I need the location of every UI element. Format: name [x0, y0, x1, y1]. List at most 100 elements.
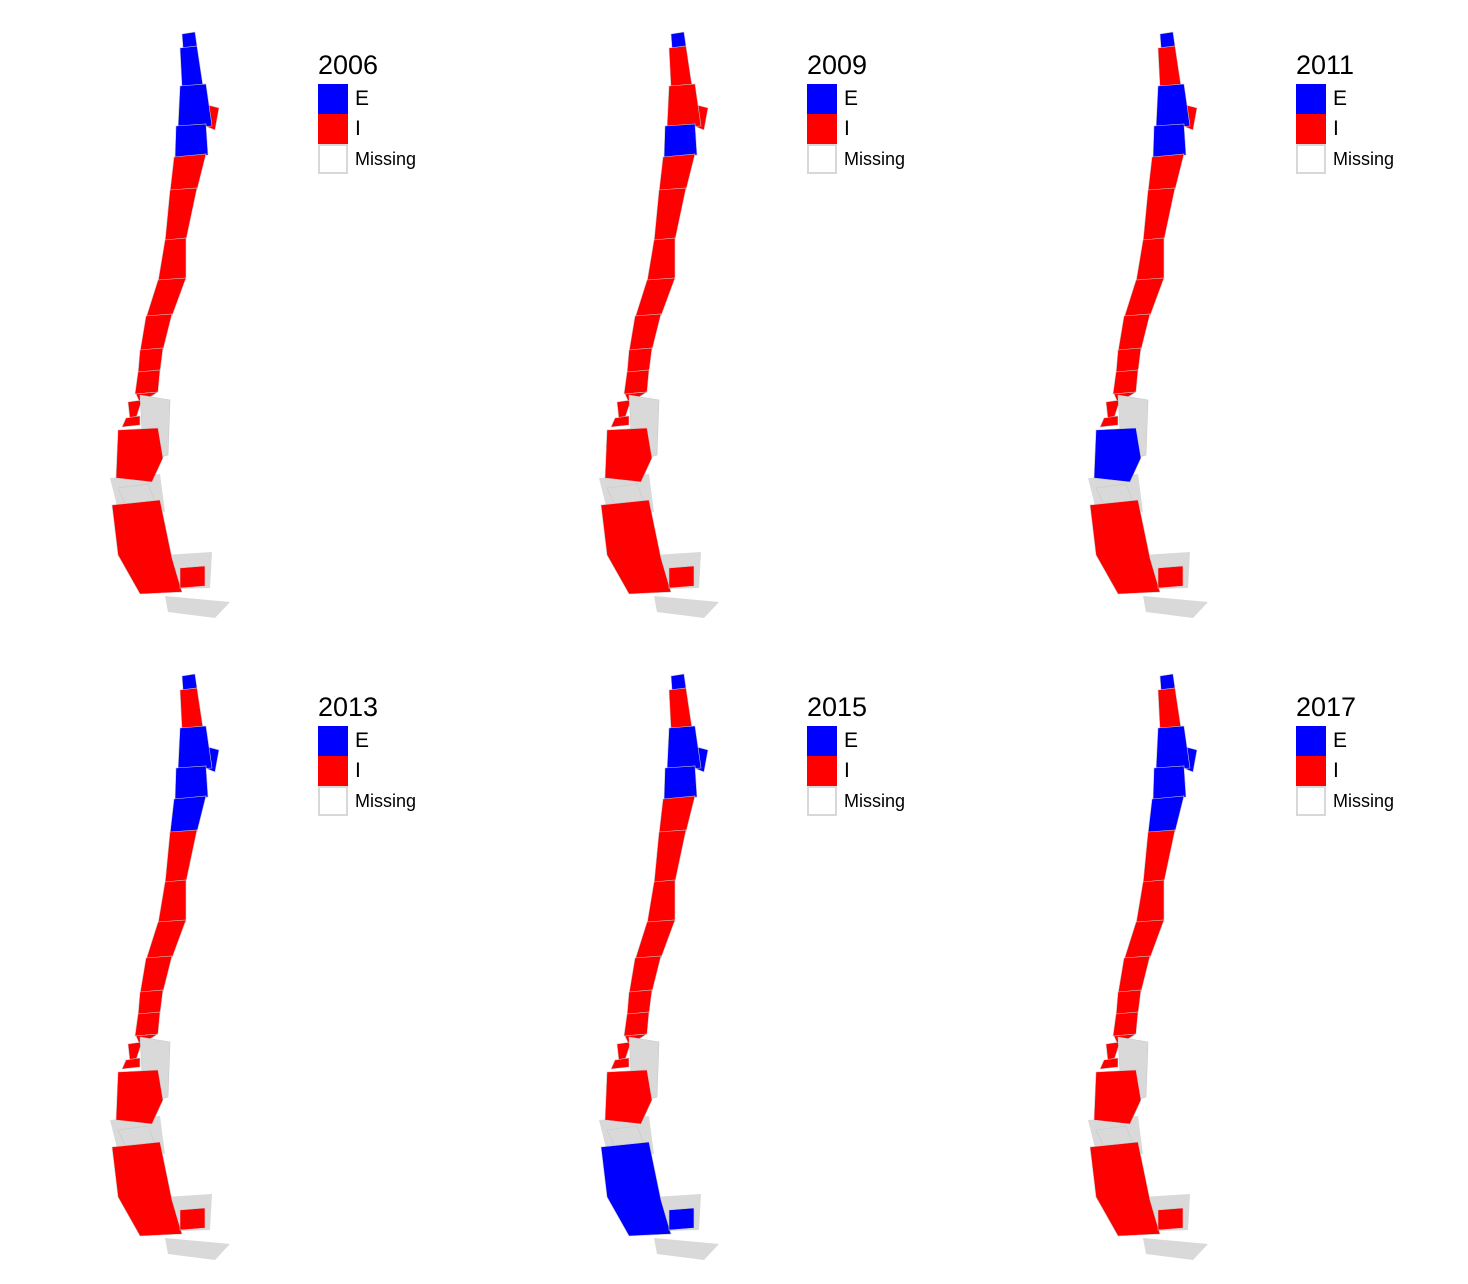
map-region-3 [666, 725, 702, 771]
map-region-14 [610, 415, 630, 428]
legend-label: E [844, 729, 859, 752]
map-region-3 [1155, 725, 1191, 771]
map-region-8 [1123, 919, 1165, 961]
map-region-1 [1157, 687, 1182, 731]
map-region-9 [1117, 955, 1151, 995]
legend: 2015 E I Missing [807, 690, 905, 816]
legend-title: 2015 [807, 692, 868, 722]
map-region-0 [181, 31, 198, 49]
map-region-0 [670, 673, 687, 691]
map-region-11 [1112, 1011, 1139, 1037]
map-region-6 [653, 829, 687, 885]
chile-map [110, 31, 230, 618]
map-region-4 [174, 123, 209, 159]
legend-item-missing: Missing [807, 144, 905, 174]
legend-swatch-e [318, 84, 348, 114]
map-region-19 [668, 1207, 695, 1231]
map-region-1 [179, 687, 204, 731]
legend-item-i: I [1296, 114, 1394, 144]
map-region-3 [666, 83, 702, 129]
legend-item-e: E [1296, 726, 1394, 756]
map-region-8 [634, 919, 676, 961]
legend-item-i: I [807, 756, 905, 786]
map-region-6 [1142, 187, 1176, 243]
legend-label: I [1333, 117, 1339, 140]
map-region-6 [653, 187, 687, 243]
map-region-1 [1157, 45, 1182, 89]
map-region-0 [1159, 673, 1176, 691]
legend-label: I [1333, 759, 1339, 782]
legend-swatch-e [318, 726, 348, 756]
legend-label: Missing [1333, 790, 1395, 811]
map-region-11 [134, 1011, 161, 1037]
legend: 2006 E I Missing [318, 48, 416, 174]
map-panel-2011: 2011 E I Missing [978, 0, 1468, 642]
legend-label: E [1333, 87, 1348, 110]
map-region-7 [157, 237, 187, 283]
map-region-16 [604, 1069, 653, 1125]
legend: 2009 E I Missing [807, 48, 905, 174]
legend-item-e: E [1296, 84, 1394, 114]
legend-swatch-missing [807, 144, 837, 174]
map-region-5 [658, 153, 696, 193]
map-region-9 [628, 313, 662, 353]
legend-swatch-e [807, 726, 837, 756]
map-region-14 [121, 415, 141, 428]
legend-label: Missing [1333, 148, 1395, 169]
legend-swatch-missing [807, 786, 837, 816]
legend-item-i: I [1296, 756, 1394, 786]
map-region-6 [164, 187, 198, 243]
legend: 2013 E I Missing [318, 690, 416, 816]
legend-label: E [844, 87, 859, 110]
map-region-5 [169, 795, 207, 835]
map-region-9 [139, 955, 173, 995]
legend-label: I [355, 117, 361, 140]
map-region-19 [179, 1207, 206, 1231]
legend-swatch-i [807, 756, 837, 786]
map-region-16 [604, 427, 653, 483]
legend-item-e: E [318, 84, 416, 114]
legend-label: I [844, 117, 850, 140]
map-region-14 [610, 1057, 630, 1070]
legend-swatch-e [1296, 726, 1326, 756]
map-region-0 [1159, 31, 1176, 49]
legend-label: I [844, 759, 850, 782]
map-panel-2009: 2009 E I Missing [489, 0, 979, 642]
legend-swatch-i [318, 756, 348, 786]
legend-label: Missing [844, 148, 906, 169]
map-region-19 [1157, 1207, 1184, 1231]
legend-label: Missing [355, 148, 417, 169]
legend: 2011 E I Missing [1296, 48, 1394, 174]
legend-item-missing: Missing [1296, 786, 1394, 816]
map-region-11 [623, 369, 650, 395]
legend-label: Missing [844, 790, 906, 811]
map-region-5 [169, 153, 207, 193]
legend-title: 2013 [318, 692, 379, 722]
legend-title: 2011 [1296, 50, 1355, 80]
map-region-16 [1093, 1069, 1142, 1125]
legend-swatch-e [807, 84, 837, 114]
map-region-8 [1123, 277, 1165, 319]
chile-map [110, 673, 230, 1260]
map-region-11 [1112, 369, 1139, 395]
legend-label: E [1333, 729, 1348, 752]
legend-item-e: E [318, 726, 416, 756]
gray-area-2 [654, 596, 719, 618]
chile-map [1088, 673, 1208, 1260]
map-panel-2013: 2013 E I Missing [0, 642, 490, 1284]
map-region-19 [1157, 565, 1184, 589]
legend-label: I [355, 759, 361, 782]
map-region-6 [1142, 829, 1176, 885]
map-region-11 [623, 1011, 650, 1037]
map-region-4 [174, 765, 209, 801]
map-region-11 [134, 369, 161, 395]
legend: 2017 E I Missing [1296, 690, 1394, 816]
map-region-7 [1135, 879, 1165, 925]
legend-swatch-e [1296, 84, 1326, 114]
map-region-16 [1093, 427, 1142, 483]
map-region-14 [121, 1057, 141, 1070]
map-region-7 [646, 879, 676, 925]
map-region-4 [1152, 123, 1187, 159]
map-region-14 [1099, 1057, 1119, 1070]
map-region-5 [1147, 153, 1185, 193]
